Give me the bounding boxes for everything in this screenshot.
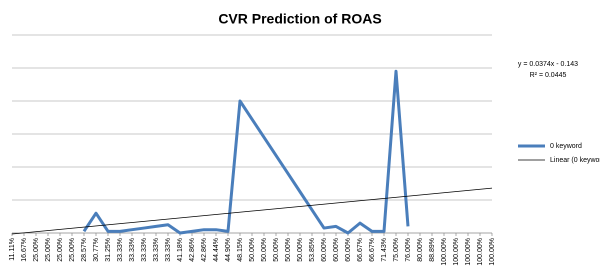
x-tick-label: 30.77% <box>93 238 100 262</box>
x-tick-label: 50.00% <box>249 238 256 262</box>
x-tick-label: 25.00% <box>69 238 76 262</box>
x-tick-label: 33.33% <box>141 238 148 262</box>
x-tick-label: 100.00% <box>465 238 472 266</box>
x-tick-label: 80.00% <box>417 238 424 262</box>
x-tick-label: 44.90% <box>225 238 232 262</box>
trend-equation: y = 0.0374x - 0.143 <box>518 61 578 68</box>
x-tick-label: 100.00% <box>477 238 484 266</box>
data-line <box>82 69 410 235</box>
x-tick-label: 42.86% <box>189 238 196 262</box>
x-tick-label: 33.33% <box>117 238 124 262</box>
x-tick-label: 11.11% <box>9 238 16 261</box>
x-tick-label: 33.33% <box>165 238 172 262</box>
x-tick-label: 60.00% <box>333 238 340 262</box>
x-tick-label: 100.00% <box>441 238 448 266</box>
x-tick-label: 75.00% <box>393 238 400 262</box>
x-tick-label: 48.15% <box>237 238 244 262</box>
chart-title: CVR Prediction of ROAS <box>218 11 381 27</box>
x-tick-label: 28.57% <box>81 238 88 262</box>
x-tick-label: 66.67% <box>357 238 364 262</box>
legend-label: 0 keyword <box>550 143 582 150</box>
x-tick-label: 25.00% <box>57 238 64 262</box>
x-tick-label: 60.00% <box>345 238 352 262</box>
x-tick-label: 50.00% <box>261 238 268 262</box>
x-tick-label: 88.89% <box>429 238 436 262</box>
x-tick-label: 50.00% <box>297 238 304 262</box>
x-tick-label: 25.00% <box>45 238 52 262</box>
x-tick-label: 60.00% <box>321 238 328 262</box>
x-tick-label: 44.44% <box>213 238 220 262</box>
x-tick-label: 33.33% <box>129 238 136 262</box>
x-tick-label: 25.00% <box>33 238 40 262</box>
legend-label: Linear (0 keyword) <box>550 157 600 164</box>
x-tick-label: 71.43% <box>381 238 388 262</box>
x-tick-label: 53.85% <box>309 238 316 262</box>
trend-line <box>11 187 493 235</box>
trend-r-squared: R² = 0.0445 <box>530 72 567 79</box>
x-tick-label: 100.00% <box>489 238 496 266</box>
x-tick-label: 50.00% <box>273 238 280 262</box>
x-tick-label: 50.00% <box>285 238 292 262</box>
x-tick-label: 16.67% <box>21 238 28 262</box>
x-tick-label: 33.33% <box>153 238 160 262</box>
x-tick-label: 42.86% <box>201 238 208 262</box>
x-tick-label: 76.00% <box>405 238 412 262</box>
x-tick-label: 31.25% <box>105 238 112 262</box>
x-tick-label: 66.67% <box>369 238 376 262</box>
x-tick-label: 100.00% <box>453 238 460 266</box>
x-tick-label: 41.18% <box>177 238 184 262</box>
